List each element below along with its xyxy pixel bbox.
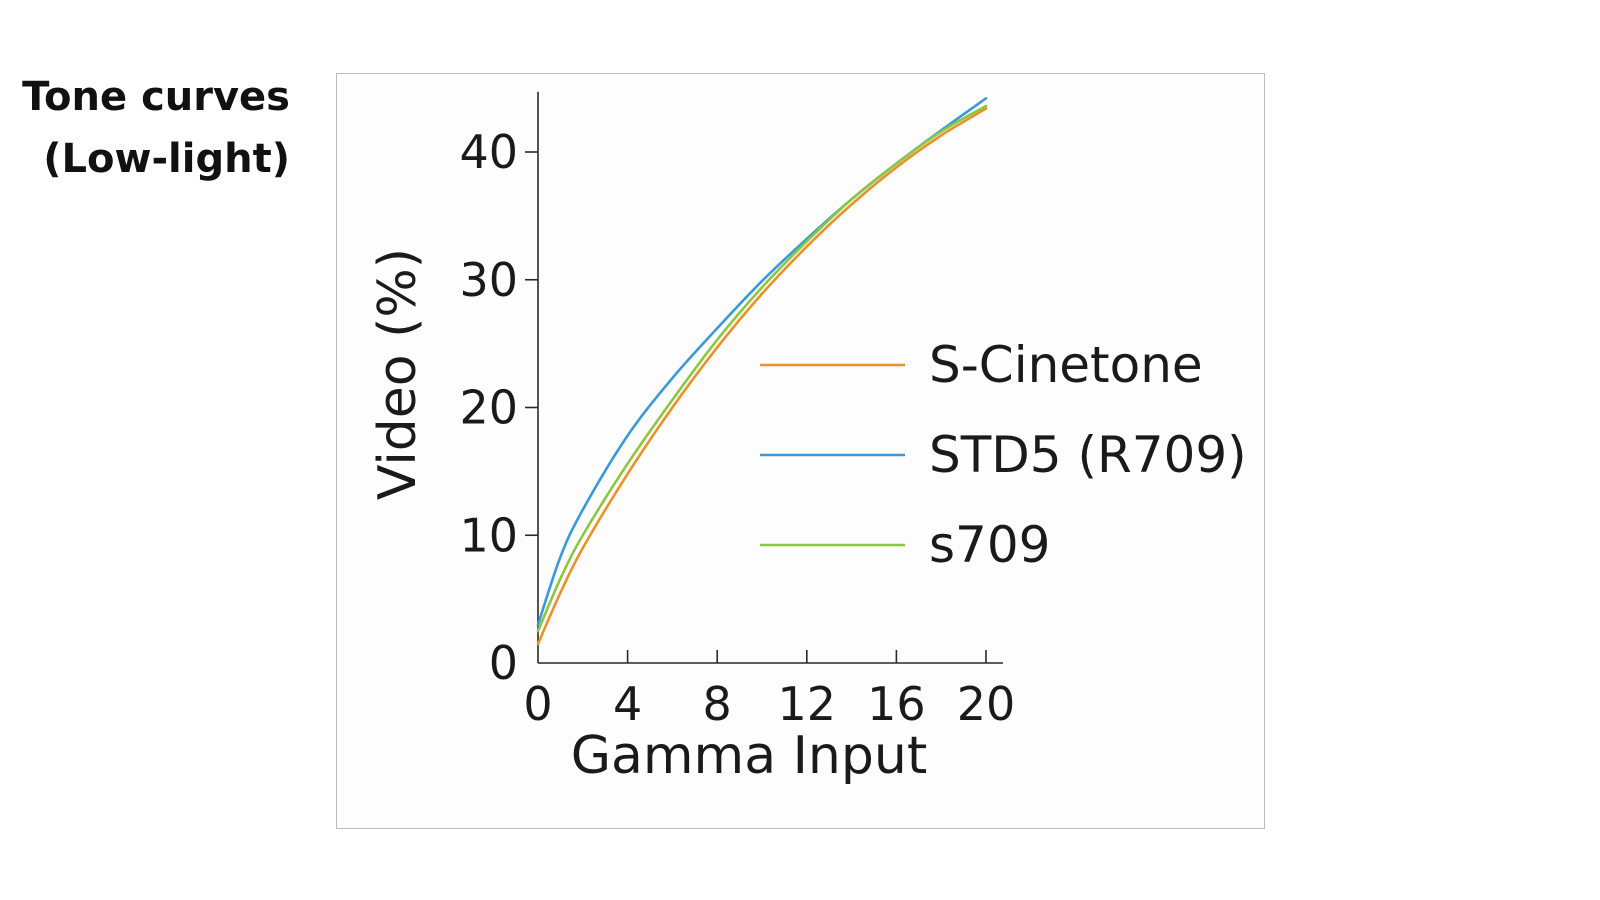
y-tick-label: 0	[489, 636, 518, 690]
legend-label: STD5 (R709)	[929, 426, 1247, 484]
x-tick-label: 20	[957, 677, 1016, 731]
y-tick-label: 10	[459, 508, 518, 562]
x-tick-label: 4	[613, 677, 642, 731]
legend: S-Cinetone STD5 (R709) s709	[760, 336, 1247, 574]
legend-label: S-Cinetone	[929, 336, 1203, 394]
x-tick-label: 0	[523, 677, 552, 731]
chart-frame: 0 10 20 30 40 0 4 8 12 16 20 S-Cinetone STD5 (R709)…	[336, 73, 1265, 829]
page-title: Tone curves (Low-light)	[0, 66, 290, 190]
series-line-s709	[536, 104, 988, 633]
series-line-s-cinetone	[536, 107, 988, 646]
y-tick-label: 20	[459, 381, 518, 435]
x-tick-label: 12	[778, 677, 837, 731]
series-lines	[536, 97, 988, 646]
y-tick-label: 30	[459, 253, 518, 307]
tone-curve-chart: 0 10 20 30 40 0 4 8 12 16 20 S-Cinetone STD5 (R709)…	[368, 91, 1247, 786]
x-axis-label: Gamma Input	[571, 726, 928, 786]
title-line-1: Tone curves	[22, 74, 290, 120]
x-tick-label: 16	[867, 677, 926, 731]
y-axis-label: Video (%)	[368, 248, 428, 500]
axes: 0 10 20 30 40 0 4 8 12 16 20	[459, 91, 1016, 731]
legend-label: s709	[929, 516, 1050, 574]
x-tick-label: 8	[703, 677, 732, 731]
y-tick-label: 40	[459, 125, 518, 179]
title-line-2: (Low-light)	[43, 136, 290, 182]
